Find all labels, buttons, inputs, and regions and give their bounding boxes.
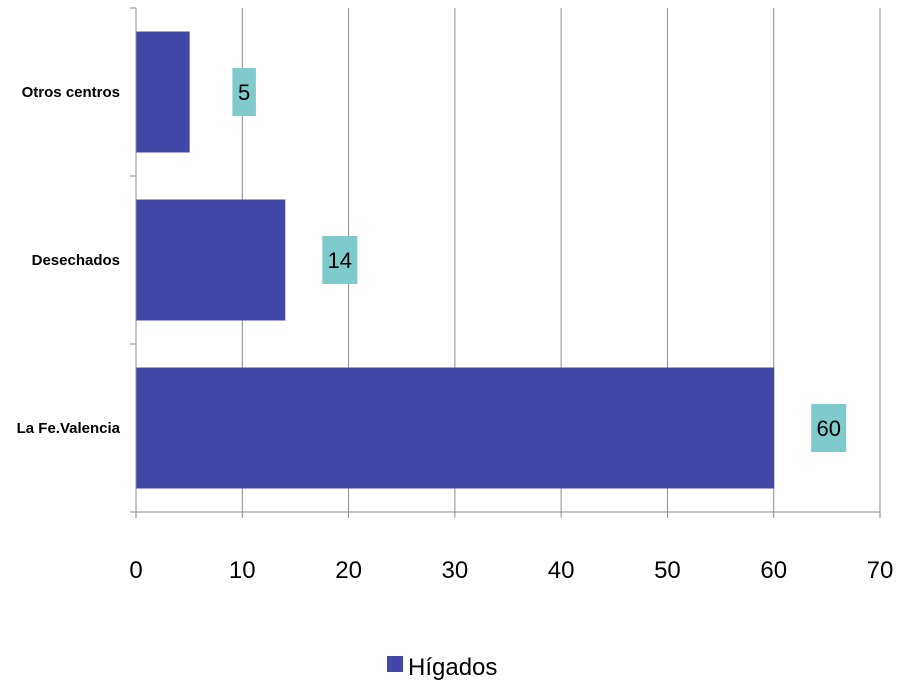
data-label-box	[322, 236, 358, 284]
x-tick-label: 50	[654, 557, 681, 584]
x-tick-label: 0	[129, 557, 142, 584]
x-tick-labels: 0 10 20 30 40 50 60 70	[129, 557, 893, 584]
category-label: La Fe.Valencia	[17, 420, 121, 437]
data-label: 5	[238, 80, 250, 105]
data-labels: 60 14 5	[232, 68, 847, 452]
category-label: Otros centros	[22, 84, 120, 101]
data-label-box	[232, 68, 256, 116]
category-labels: La Fe.Valencia Desechados Otros centros	[17, 84, 121, 437]
axes	[130, 7, 881, 518]
legend: Hígados	[387, 654, 497, 681]
x-tick-label: 70	[867, 557, 894, 584]
grid-lines	[241, 8, 881, 512]
x-tick-label: 30	[442, 557, 469, 584]
x-tick-label: 40	[548, 557, 575, 584]
bars	[136, 31, 775, 489]
legend-swatch	[387, 656, 403, 672]
data-label: 14	[328, 248, 352, 273]
legend-label: Hígados	[408, 654, 497, 681]
bar	[136, 199, 286, 321]
x-tick-label: 60	[760, 557, 787, 584]
data-label: 60	[816, 416, 840, 441]
data-label-box	[811, 404, 847, 452]
bar	[136, 31, 190, 153]
category-label: Desechados	[32, 252, 120, 269]
bar	[136, 367, 775, 489]
x-tick-label: 20	[335, 557, 362, 584]
x-tick-label: 10	[229, 557, 256, 584]
